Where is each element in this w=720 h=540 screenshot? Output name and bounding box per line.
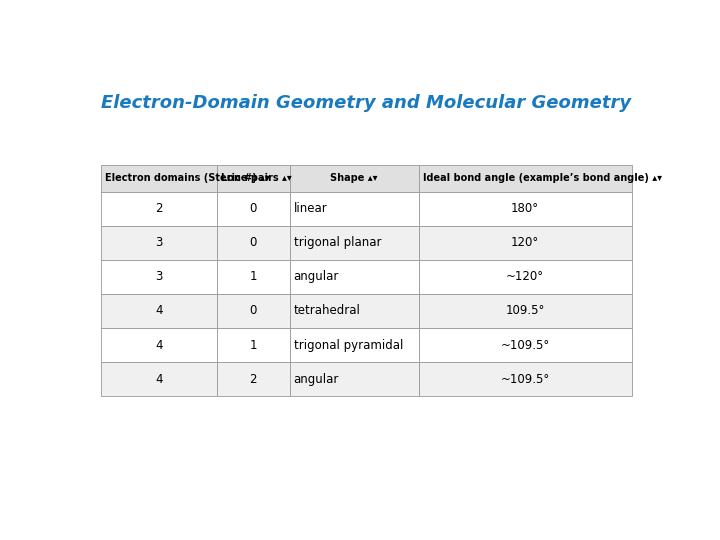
Bar — [217, 294, 289, 328]
Bar — [217, 226, 289, 260]
Text: 4: 4 — [156, 373, 163, 386]
Bar — [419, 328, 631, 362]
Text: linear: linear — [294, 202, 328, 215]
Text: 4: 4 — [156, 305, 163, 318]
Text: 120°: 120° — [511, 237, 539, 249]
Bar — [419, 294, 631, 328]
Bar — [289, 328, 419, 362]
Text: 0: 0 — [250, 305, 257, 318]
Text: 4: 4 — [156, 339, 163, 352]
Text: Ideal bond angle (example’s bond angle) ▴▾: Ideal bond angle (example’s bond angle) … — [423, 173, 662, 183]
Text: 109.5°: 109.5° — [505, 305, 545, 318]
Text: Electron-Domain Geometry and Molecular Geometry: Electron-Domain Geometry and Molecular G… — [101, 94, 631, 112]
Text: 2: 2 — [250, 373, 257, 386]
Bar — [101, 294, 217, 328]
Bar — [217, 260, 289, 294]
Bar — [217, 165, 289, 192]
Bar — [289, 260, 419, 294]
Bar — [217, 362, 289, 396]
Bar — [419, 226, 631, 260]
Text: trigonal pyramidal: trigonal pyramidal — [294, 339, 403, 352]
Bar — [419, 165, 631, 192]
Bar — [289, 226, 419, 260]
Text: 0: 0 — [250, 202, 257, 215]
Bar — [217, 328, 289, 362]
Bar — [419, 192, 631, 226]
Text: ~109.5°: ~109.5° — [500, 339, 550, 352]
Bar — [217, 192, 289, 226]
Bar — [101, 192, 217, 226]
Text: 1: 1 — [250, 339, 257, 352]
Bar — [289, 294, 419, 328]
Bar — [289, 362, 419, 396]
Bar — [101, 226, 217, 260]
Text: trigonal planar: trigonal planar — [294, 237, 381, 249]
Text: angular: angular — [294, 271, 339, 284]
Bar — [289, 165, 419, 192]
Text: 3: 3 — [156, 271, 163, 284]
Text: 1: 1 — [250, 271, 257, 284]
Bar — [101, 260, 217, 294]
Text: 0: 0 — [250, 237, 257, 249]
Text: 3: 3 — [156, 237, 163, 249]
Bar — [419, 362, 631, 396]
Bar — [419, 260, 631, 294]
Text: 2: 2 — [156, 202, 163, 215]
Bar — [289, 192, 419, 226]
Text: angular: angular — [294, 373, 339, 386]
Text: Lone pairs ▴▾: Lone pairs ▴▾ — [221, 173, 292, 183]
Text: ~120°: ~120° — [506, 271, 544, 284]
Bar — [101, 328, 217, 362]
Bar — [101, 165, 217, 192]
Text: Electron domains (Steric #) ▴▾: Electron domains (Steric #) ▴▾ — [105, 173, 270, 183]
Bar — [101, 362, 217, 396]
Text: 180°: 180° — [511, 202, 539, 215]
Text: Shape ▴▾: Shape ▴▾ — [330, 173, 378, 183]
Text: tetrahedral: tetrahedral — [294, 305, 361, 318]
Text: ~109.5°: ~109.5° — [500, 373, 550, 386]
